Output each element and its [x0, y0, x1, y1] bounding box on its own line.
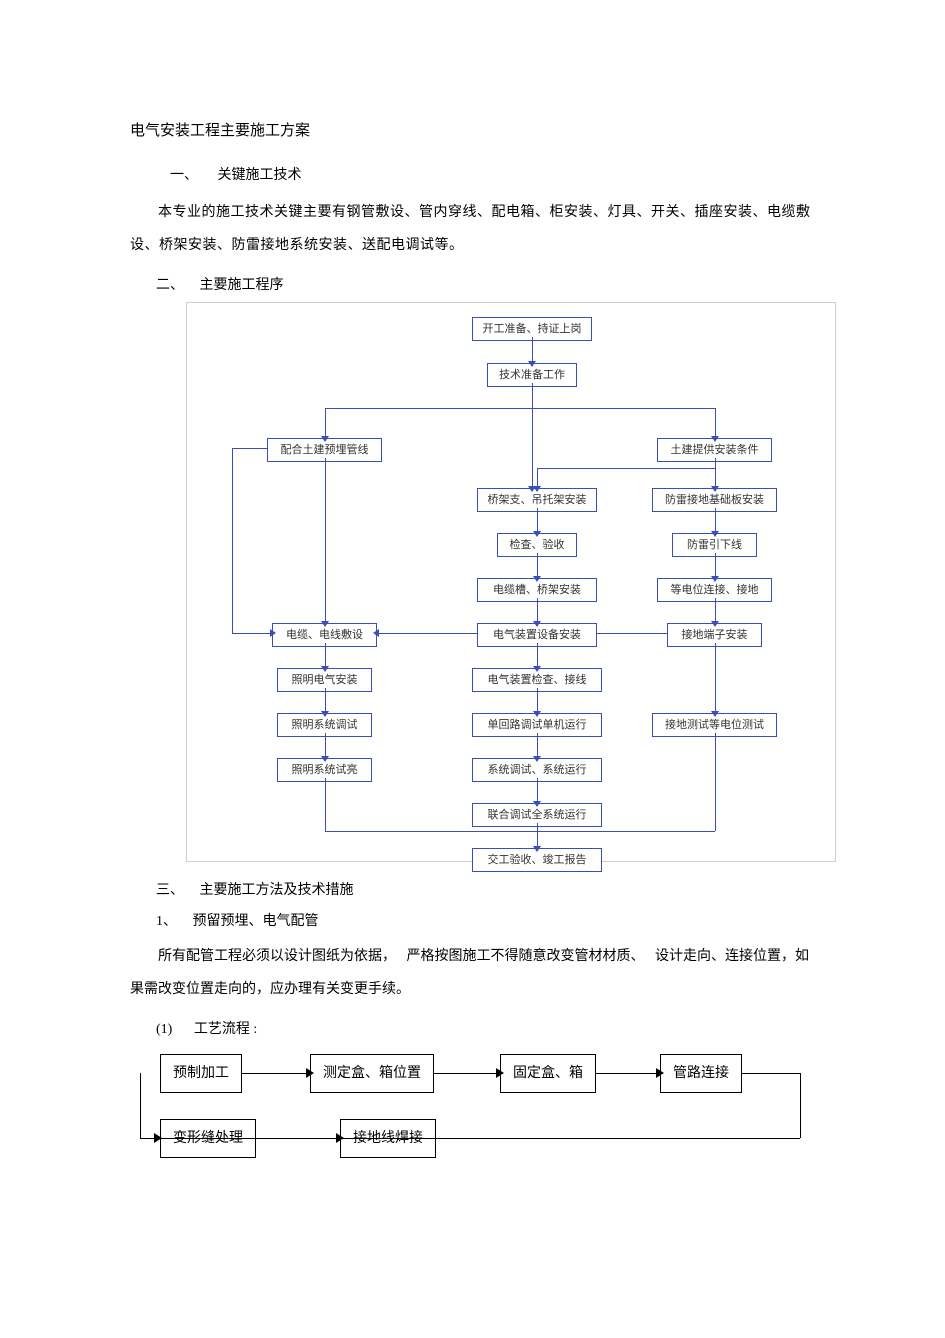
sub-1-num: 1、	[156, 914, 177, 929]
process-node: 预制加工	[160, 1054, 242, 1093]
section-1-para: 本专业的施工技术关键主要有钢管敷设、管内穿线、配电箱、柜安装、灯具、开关、插座安…	[130, 196, 815, 263]
main-flowchart: 开工准备、持证上岗技术准备工作配合土建预埋管线土建提供安装条件桥架支、吊托架安装…	[186, 302, 836, 862]
process-node: 测定盒、箱位置	[310, 1054, 434, 1093]
sub-2-heading: (1) 工艺流程 :	[156, 1019, 815, 1040]
section-1-heading: 一、 关键施工技术	[130, 165, 815, 186]
section-1-title: 关键施工技术	[218, 168, 302, 183]
section-2-heading: 二、 主要施工程序	[130, 275, 815, 296]
section-3-heading: 三、 主要施工方法及技术措施	[130, 880, 815, 901]
process-flowchart: 预制加工测定盒、箱位置固定盒、箱管路连接变形缝处理接地线焊接	[140, 1054, 820, 1164]
section-3-num: 三、	[156, 883, 184, 898]
sub-2-num: (1)	[156, 1022, 172, 1037]
sub-2-title: 工艺流程 :	[194, 1022, 257, 1037]
sub-1-heading: 1、 预留预埋、电气配管	[130, 911, 815, 932]
section-2-num: 二、	[156, 278, 184, 293]
section-2-title: 主要施工程序	[200, 278, 284, 293]
page-title: 电气安装工程主要施工方案	[130, 120, 815, 143]
process-node: 固定盒、箱	[500, 1054, 596, 1093]
sub-1-para: 所有配管工程必须以设计图纸为依据， 严格按图施工不得随意改变管材材质、 设计走向…	[130, 940, 815, 1007]
process-node: 管路连接	[660, 1054, 742, 1093]
section-3-title: 主要施工方法及技术措施	[200, 883, 354, 898]
sub-1-title: 预留预埋、电气配管	[193, 914, 319, 929]
section-1-num: 一、	[170, 168, 198, 183]
